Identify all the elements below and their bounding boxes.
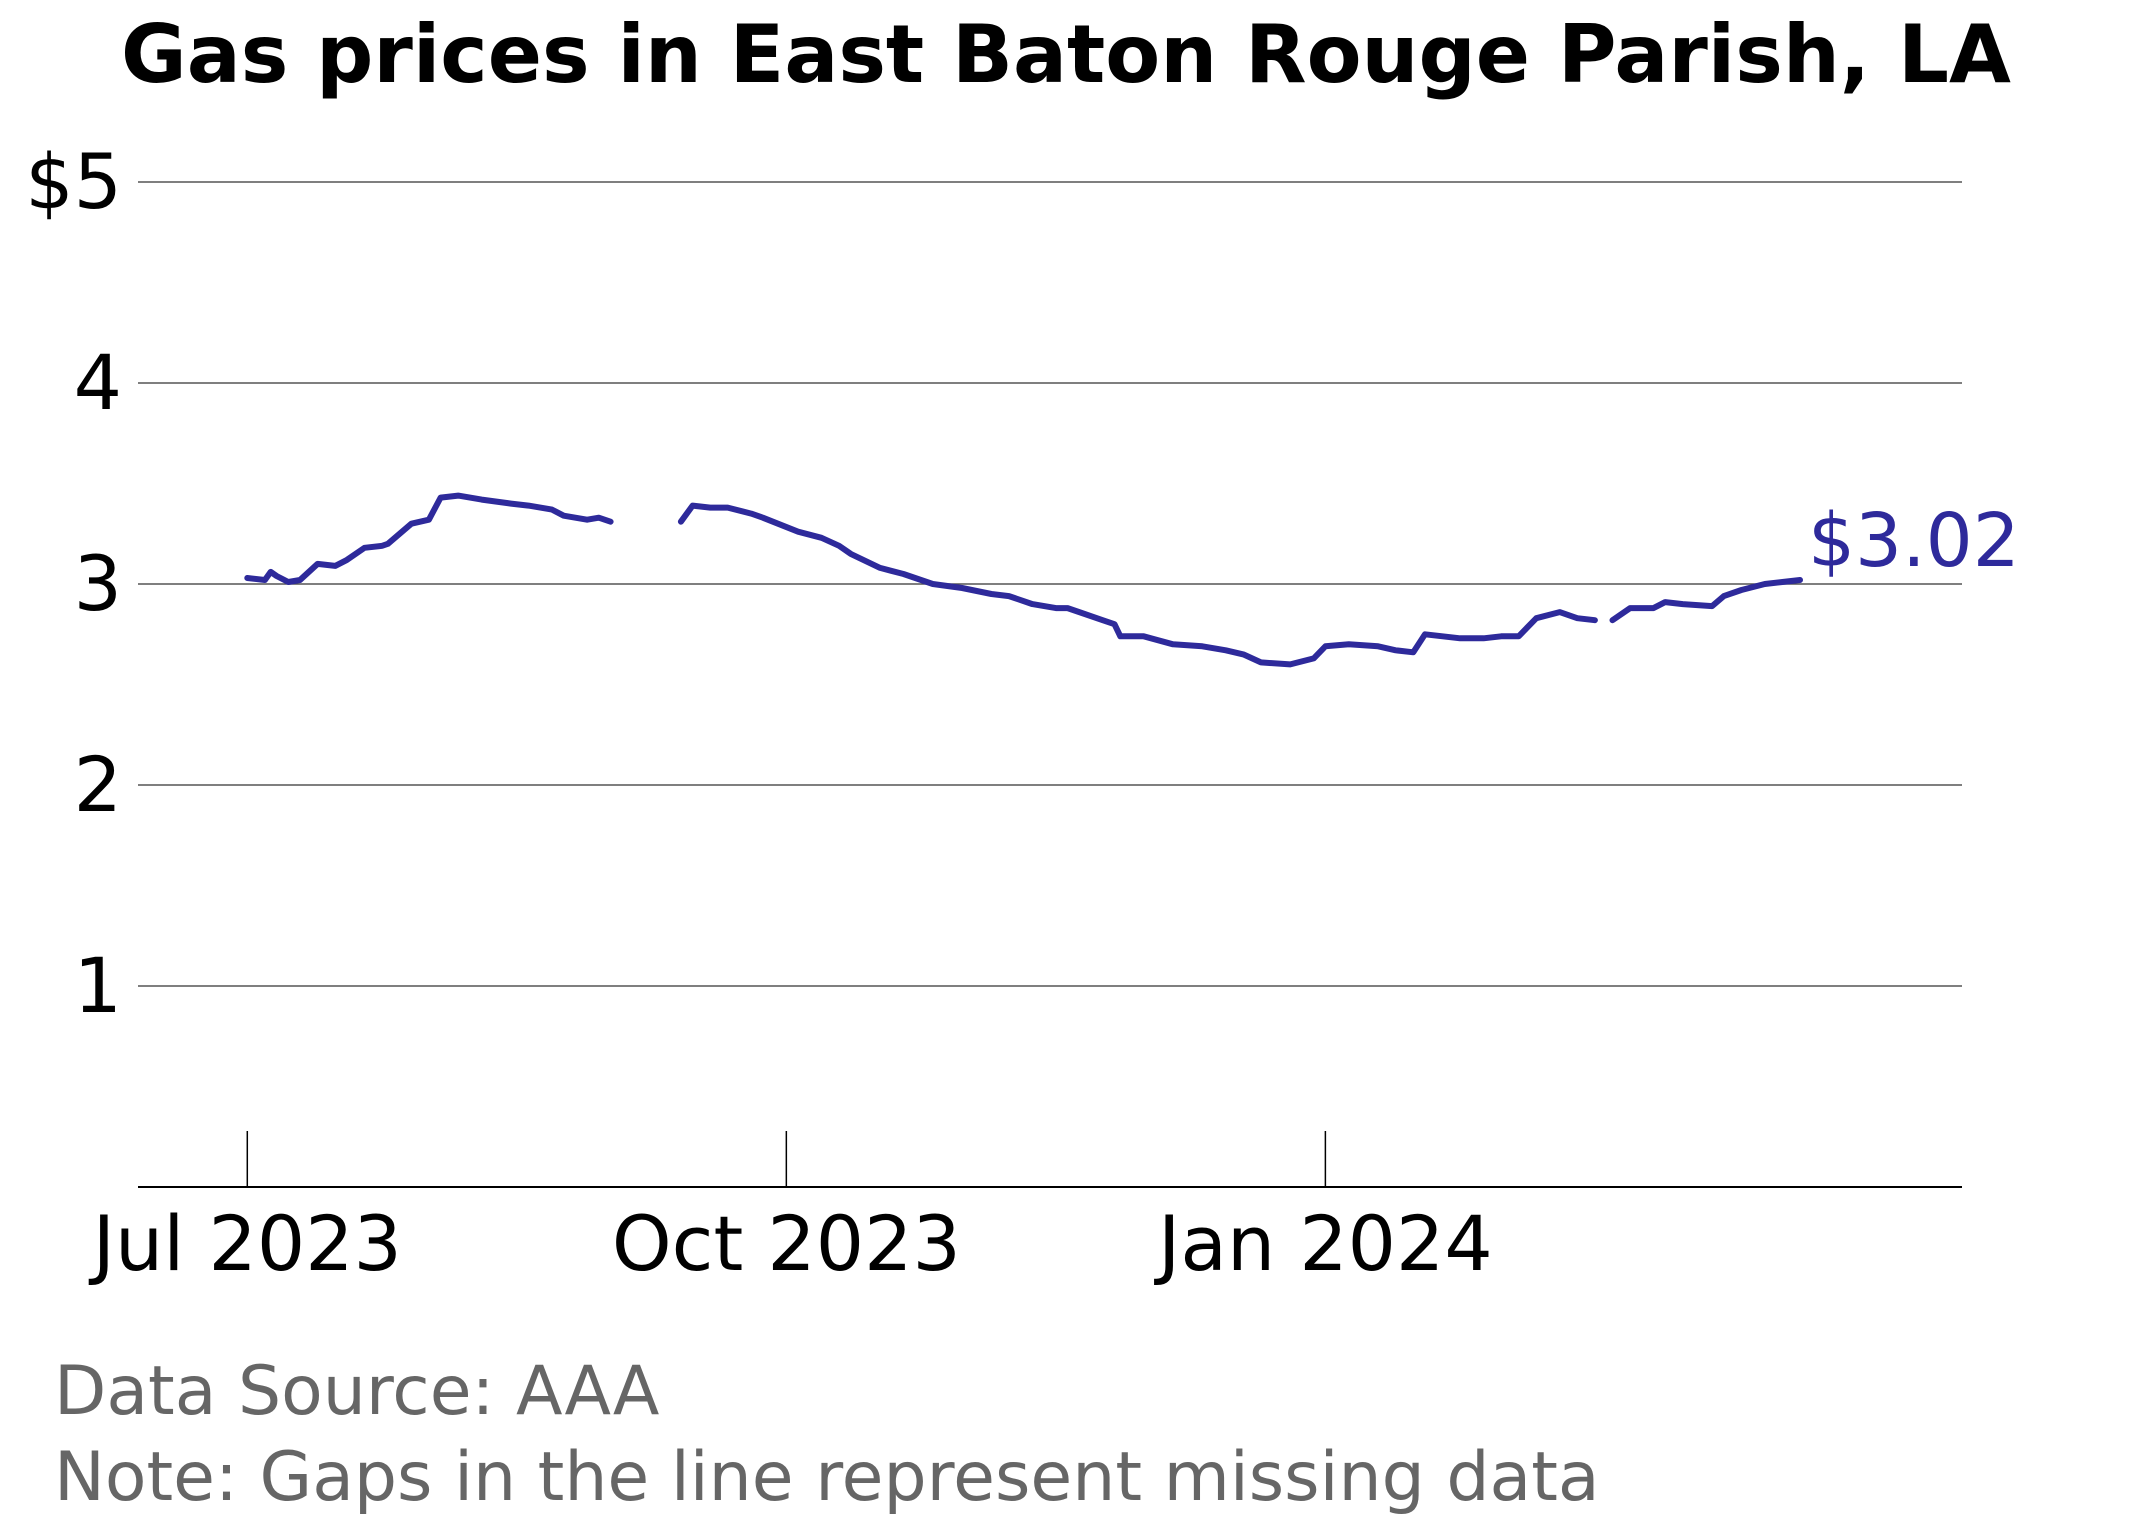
x-axis-ticks: Jul 2023 Oct 2023 Jan 2024 [89,1131,1493,1288]
series-gas-price [244,492,1803,668]
gridlines [138,181,1962,987]
missing-data-note: Note: Gaps in the line represent missing… [54,1438,1600,1517]
end-value-label: $3.02 [1808,498,2020,584]
y-tick-label-3: 3 [74,539,122,628]
x-tick-label-0: Jul 2023 [89,1199,402,1288]
chart-title: Gas prices in East Baton Rouge Parish, L… [121,8,2011,101]
series-line-segment-2 [677,502,1598,668]
y-tick-label-4: 4 [74,338,122,427]
x-tick-label-1: Oct 2023 [612,1199,961,1288]
series-line-segment-1 [244,492,614,585]
y-tick-label-2: 2 [74,740,122,829]
series-line-segment-3 [1609,577,1803,624]
y-axis-tick-labels: 1 2 3 4 $5 [25,137,122,1030]
data-source-note: Data Source: AAA [54,1352,660,1431]
y-tick-label-1: 1 [74,941,122,1030]
y-tick-label-5: $5 [25,137,122,226]
x-tick-label-2: Jan 2024 [1154,1199,1493,1288]
